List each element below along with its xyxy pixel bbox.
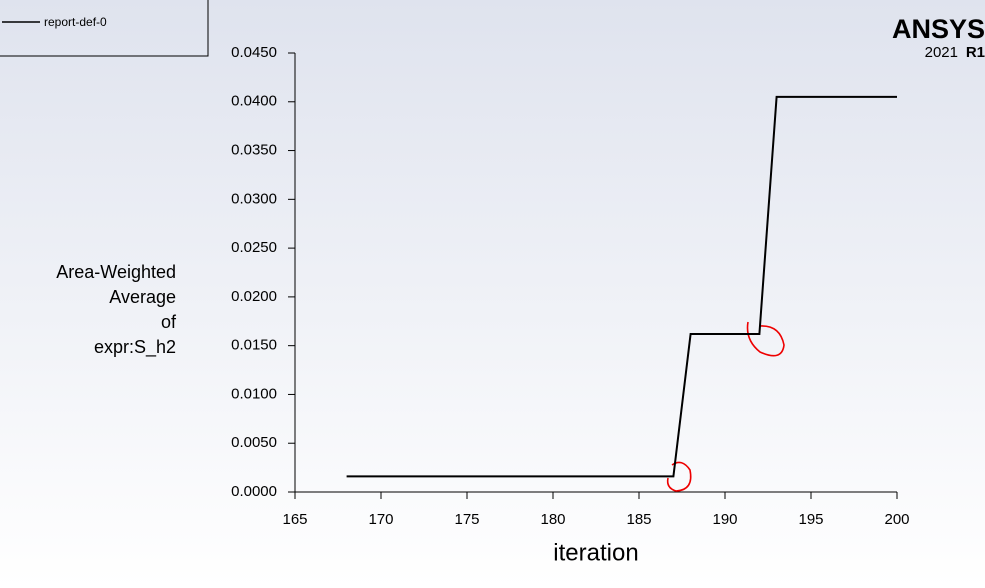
x-axis-label: iteration <box>553 539 638 566</box>
logo-brand: ANSYS <box>892 14 985 44</box>
y-tick-label: 0.0000 <box>231 483 277 500</box>
y-tick-label: 0.0450 <box>231 44 277 61</box>
annotation-circle <box>746 321 785 357</box>
logo-year: 2021 <box>925 44 958 61</box>
logo-release: R1 <box>966 44 985 61</box>
annotation-circle <box>666 461 692 492</box>
y-tick-label: 0.0150 <box>231 337 277 354</box>
y-tick-label: 0.0250 <box>231 239 277 256</box>
x-tick-label: 195 <box>798 511 823 528</box>
data-line <box>346 95 897 478</box>
x-tick-label: 190 <box>712 511 737 528</box>
legend-box <box>0 0 209 57</box>
x-tick-label: 185 <box>626 511 651 528</box>
y-tick-label: 0.0100 <box>231 385 277 402</box>
y-axis-label: Area-Weighted <box>56 262 176 282</box>
x-tick-label: 180 <box>540 511 565 528</box>
x-tick-label: 170 <box>368 511 393 528</box>
x-tick-label: 200 <box>884 511 909 528</box>
y-tick-label: 0.0350 <box>231 142 277 159</box>
y-tick-label: 0.0200 <box>231 288 277 305</box>
x-tick-label: 165 <box>282 511 307 528</box>
y-axis-label: expr:S_h2 <box>94 337 176 358</box>
y-tick-label: 0.0400 <box>231 93 277 110</box>
legend-label: report-def-0 <box>44 15 107 29</box>
y-tick-label: 0.0300 <box>231 190 277 207</box>
y-axis-label: of <box>161 312 177 332</box>
x-tick-label: 175 <box>454 511 479 528</box>
y-tick-label: 0.0050 <box>231 434 277 451</box>
y-axis-label: Average <box>109 287 176 307</box>
